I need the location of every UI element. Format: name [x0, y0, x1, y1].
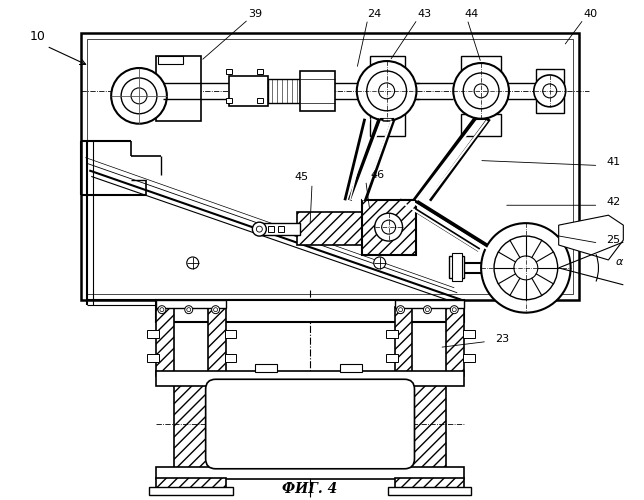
Bar	[450, 256, 464, 278]
Text: 41: 41	[607, 158, 621, 168]
Bar	[225, 354, 236, 362]
Bar	[258, 69, 263, 74]
Circle shape	[212, 306, 220, 314]
Circle shape	[160, 308, 164, 312]
Bar	[258, 223, 300, 235]
Bar	[297, 212, 362, 245]
Text: 23: 23	[495, 334, 509, 344]
Text: 43: 43	[417, 10, 431, 20]
Circle shape	[399, 308, 402, 312]
Bar	[156, 306, 174, 376]
Bar	[340, 364, 362, 372]
Bar	[452, 253, 462, 281]
Circle shape	[187, 308, 191, 312]
Bar	[463, 354, 475, 362]
Circle shape	[474, 84, 488, 98]
Bar	[88, 39, 573, 294]
FancyBboxPatch shape	[205, 380, 415, 469]
Bar	[300, 71, 335, 111]
Text: 45: 45	[294, 172, 308, 182]
Bar	[81, 33, 578, 299]
Circle shape	[214, 308, 218, 312]
Polygon shape	[559, 215, 623, 260]
Circle shape	[187, 257, 199, 269]
Circle shape	[121, 78, 157, 114]
Bar	[395, 306, 413, 376]
Circle shape	[382, 220, 395, 234]
Bar	[147, 354, 159, 362]
Bar	[463, 330, 475, 338]
Circle shape	[424, 306, 431, 314]
Circle shape	[374, 257, 386, 269]
Text: 39: 39	[249, 10, 263, 20]
Bar	[395, 478, 464, 490]
Text: 24: 24	[368, 10, 382, 20]
Text: 46: 46	[371, 170, 385, 180]
Text: 25: 25	[607, 235, 621, 245]
Circle shape	[185, 306, 193, 314]
Bar	[225, 330, 236, 338]
Bar	[388, 486, 471, 494]
Bar	[147, 330, 159, 338]
Text: 42: 42	[607, 198, 621, 207]
Bar	[225, 69, 231, 74]
Circle shape	[543, 84, 556, 98]
Bar	[370, 114, 404, 136]
Bar	[258, 98, 263, 103]
Bar	[158, 56, 183, 64]
Bar	[536, 69, 564, 113]
Circle shape	[450, 306, 459, 314]
Bar	[156, 56, 201, 120]
Bar	[225, 98, 231, 103]
Bar	[446, 306, 464, 376]
Bar	[397, 374, 446, 474]
Bar	[269, 79, 303, 103]
Bar	[156, 372, 464, 386]
Bar	[256, 364, 278, 372]
Bar	[461, 114, 501, 136]
Text: ФИГ. 4: ФИГ. 4	[283, 482, 337, 496]
Bar	[156, 467, 464, 478]
Bar	[461, 56, 501, 78]
Circle shape	[252, 222, 267, 236]
Text: 10: 10	[30, 30, 46, 43]
Bar	[269, 226, 274, 232]
Circle shape	[426, 308, 430, 312]
Text: 40: 40	[583, 10, 598, 20]
Circle shape	[111, 68, 167, 124]
Circle shape	[463, 73, 499, 109]
Bar	[174, 374, 223, 474]
Text: $\alpha$: $\alpha$	[616, 257, 625, 267]
Bar	[395, 300, 464, 308]
Bar	[156, 478, 225, 490]
Bar	[229, 76, 269, 106]
Circle shape	[494, 236, 558, 300]
Circle shape	[366, 71, 406, 111]
Bar	[362, 200, 417, 255]
Bar	[386, 354, 397, 362]
Bar	[156, 300, 225, 308]
Circle shape	[131, 88, 147, 104]
Circle shape	[375, 213, 402, 241]
Bar	[278, 226, 284, 232]
Circle shape	[397, 306, 404, 314]
Circle shape	[452, 308, 456, 312]
Bar	[386, 330, 397, 338]
Circle shape	[453, 63, 509, 118]
Circle shape	[158, 306, 166, 314]
Bar	[370, 56, 404, 78]
Circle shape	[379, 83, 395, 99]
Circle shape	[534, 75, 565, 107]
Circle shape	[481, 223, 571, 312]
Bar	[149, 486, 232, 494]
Bar	[156, 300, 464, 322]
Circle shape	[514, 256, 538, 280]
Bar	[207, 306, 225, 376]
Circle shape	[256, 226, 262, 232]
Text: 44: 44	[464, 10, 478, 20]
Circle shape	[357, 61, 417, 120]
